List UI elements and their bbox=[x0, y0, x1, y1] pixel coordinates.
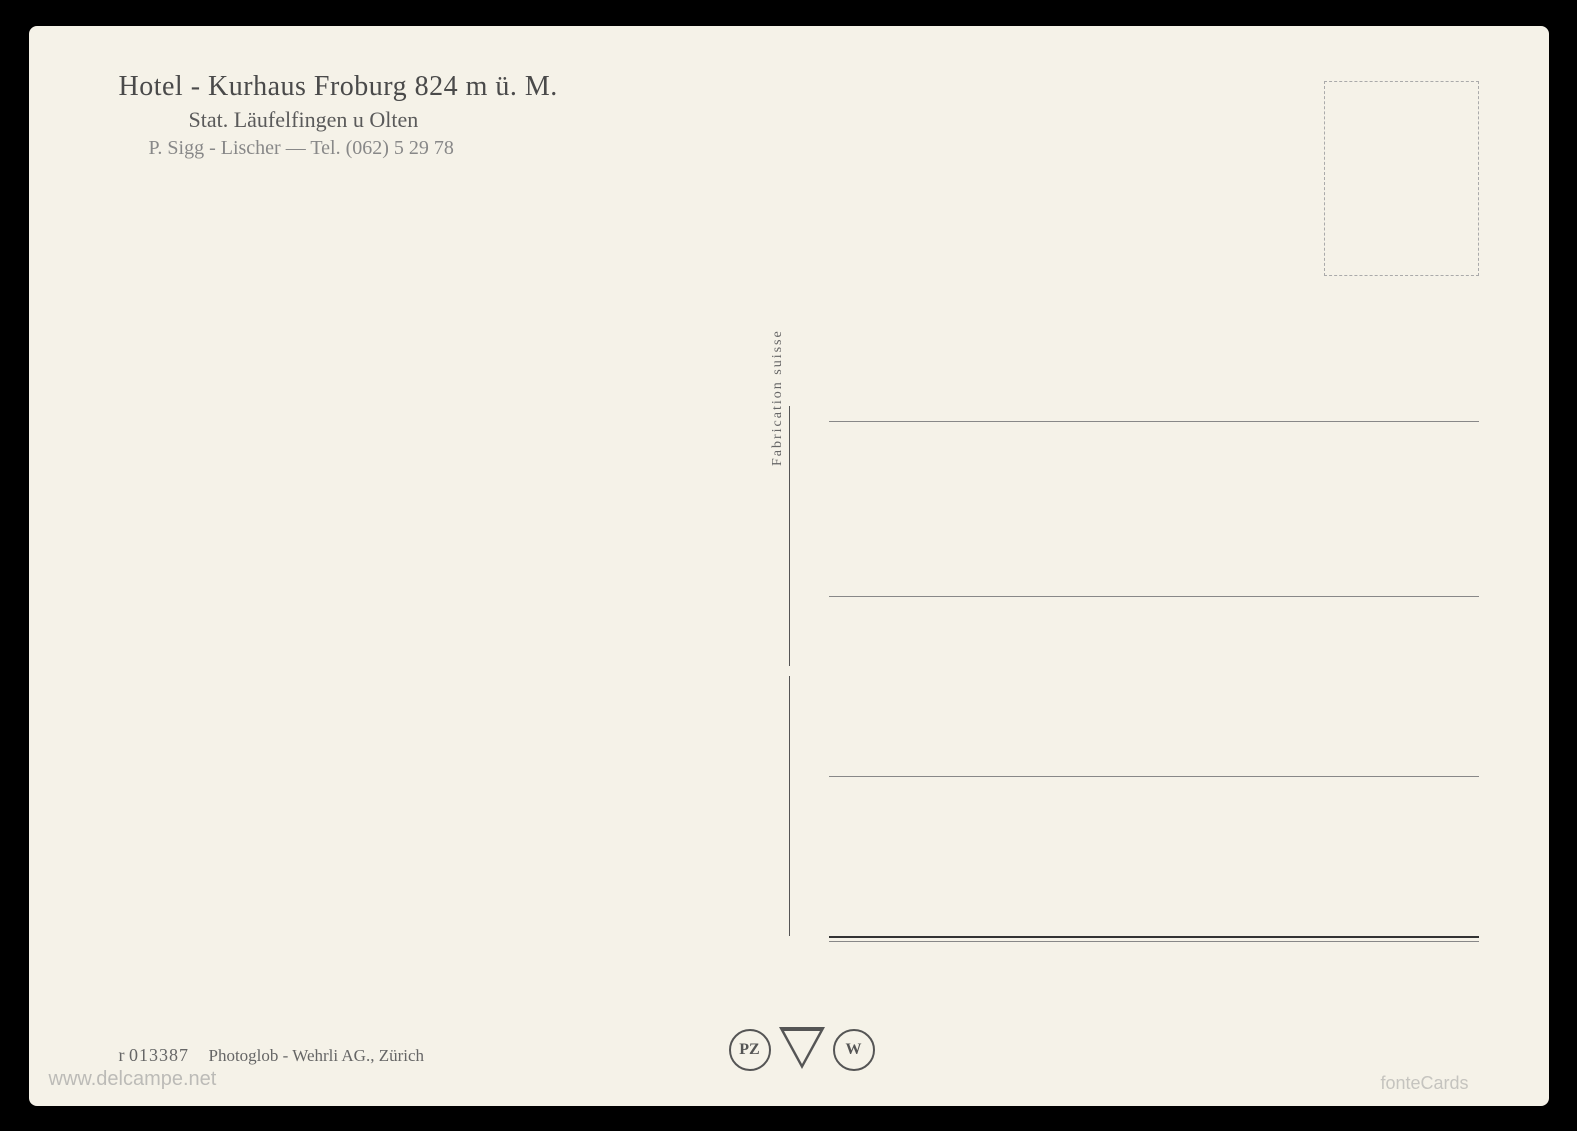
address-line-4-shadow bbox=[829, 941, 1479, 942]
center-divider-bottom bbox=[789, 676, 790, 936]
triangle-inner bbox=[784, 1031, 820, 1064]
publisher-name: Photoglob - Wehrli AG., Zürich bbox=[209, 1046, 425, 1065]
address-line-1 bbox=[829, 421, 1479, 422]
fontecards-watermark: fonteCards bbox=[1380, 1073, 1468, 1094]
contact-line: P. Sigg - Lischer — Tel. (062) 5 29 78 bbox=[149, 137, 558, 160]
delcampe-watermark: www.delcampe.net bbox=[49, 1068, 217, 1091]
fabrication-label: Fabrication suisse bbox=[770, 329, 786, 466]
center-divider-top bbox=[789, 406, 790, 666]
hotel-title: Hotel - Kurhaus Froburg 824 m ü. M. bbox=[119, 71, 558, 103]
footer-reference: r 013387 Photoglob - Wehrli AG., Zürich bbox=[119, 1045, 425, 1066]
stamp-placeholder bbox=[1324, 81, 1479, 276]
ref-number: 013387 bbox=[129, 1045, 189, 1065]
address-line-4 bbox=[829, 936, 1479, 938]
ref-prefix: r bbox=[119, 1045, 125, 1065]
address-line-2 bbox=[829, 596, 1479, 597]
pz-logo-icon: PZ bbox=[729, 1029, 771, 1071]
triangle-logo-icon bbox=[779, 1027, 825, 1069]
publisher-logos: PZ W bbox=[729, 1027, 875, 1071]
address-line-3 bbox=[829, 776, 1479, 777]
station-subtitle: Stat. Läufelfingen u Olten bbox=[189, 107, 558, 133]
postcard-back: Hotel - Kurhaus Froburg 824 m ü. M. Stat… bbox=[29, 26, 1549, 1106]
w-logo-icon: W bbox=[833, 1029, 875, 1071]
header-block: Hotel - Kurhaus Froburg 824 m ü. M. Stat… bbox=[119, 71, 558, 160]
